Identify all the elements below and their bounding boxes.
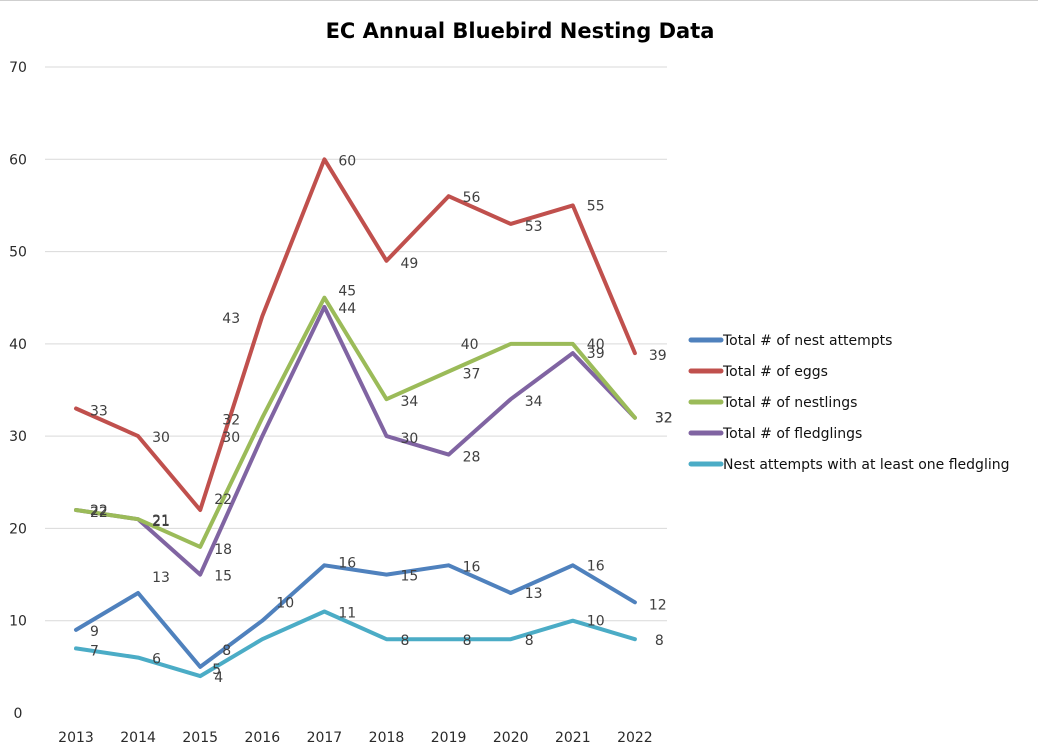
data-label: 4	[214, 670, 223, 686]
data-label: 9	[90, 624, 99, 640]
data-label: 8	[463, 633, 472, 649]
data-label: 39	[649, 348, 667, 364]
data-label: 5	[212, 662, 221, 678]
data-label: 10	[276, 596, 294, 612]
series-lines	[74, 157, 637, 679]
x-tick-label: 2022	[617, 730, 653, 746]
y-axis-ticks: 0 10 20 30 40 50 60 70	[9, 60, 27, 722]
data-label: 16	[463, 559, 481, 575]
x-tick-label: 2019	[431, 730, 467, 746]
data-label: 40	[461, 337, 479, 353]
y-tick-label: 10	[9, 614, 27, 630]
data-label: 43	[222, 311, 240, 327]
y-tick-label: 60	[9, 152, 27, 168]
legend-entry: Nest attempts with at least one fledglin…	[723, 457, 1009, 473]
series-line	[74, 157, 637, 512]
chart-title: EC Annual Bluebird Nesting Data	[326, 19, 715, 43]
x-tick-label: 2015	[182, 730, 218, 746]
data-label: 28	[463, 450, 481, 466]
data-label: 8	[401, 633, 410, 649]
x-tick-label: 2014	[120, 730, 156, 746]
top-border	[0, 0, 1038, 1]
data-label: 49	[401, 256, 419, 272]
data-label: 22	[214, 492, 232, 508]
y-tick-label: 70	[9, 60, 27, 76]
x-axis-ticks: 2013 2014 2015 2016 2017 2018 2019 2020 2021 2022	[58, 730, 653, 746]
series-line	[74, 609, 637, 679]
series-line	[74, 304, 637, 577]
data-label: 34	[401, 394, 419, 410]
data-label: 15	[401, 569, 419, 585]
legend-entry: Total # of nest attempts	[722, 333, 892, 349]
data-label: 7	[90, 643, 99, 659]
data-label: 21	[152, 514, 170, 530]
data-label: 37	[463, 367, 481, 383]
legend: Total # of nest attempts Total # of eggs T…	[688, 333, 1009, 473]
data-label: 18	[214, 542, 232, 558]
data-label: 30	[222, 430, 240, 446]
legend-entry: Total # of nestlings	[722, 395, 857, 411]
data-label: 6	[152, 652, 161, 668]
data-label: 44	[338, 301, 356, 317]
data-label: 16	[587, 558, 605, 574]
data-label: 40	[587, 337, 605, 353]
data-label: 34	[525, 394, 543, 410]
y-tick-label: 40	[9, 337, 27, 353]
data-label: 13	[152, 570, 170, 586]
series-line	[74, 295, 637, 549]
data-label: 32	[655, 411, 673, 427]
data-label: 32	[222, 413, 240, 429]
x-tick-label: 2021	[555, 730, 591, 746]
data-label: 16	[338, 555, 356, 571]
data-label: 56	[463, 190, 481, 206]
data-label: 11	[338, 605, 356, 621]
x-tick-label: 2013	[58, 730, 94, 746]
data-label: 60	[338, 153, 356, 169]
data-label: 10	[587, 614, 605, 630]
x-tick-label: 2020	[493, 730, 529, 746]
data-label: 30	[401, 431, 419, 447]
y-tick-label: 20	[9, 521, 27, 537]
y-tick-label: 30	[9, 429, 27, 445]
y-tick-label: 50	[9, 245, 27, 261]
data-label: 30	[152, 430, 170, 446]
legend-entry: Total # of fledglings	[722, 426, 862, 442]
data-label: 55	[587, 198, 605, 214]
legend-entry: Total # of eggs	[722, 364, 828, 380]
data-label: 8	[655, 633, 664, 649]
series-line	[74, 563, 637, 669]
data-label: 32	[655, 411, 673, 427]
data-label: 22	[90, 503, 108, 519]
data-label: 12	[649, 597, 667, 613]
data-label: 8	[525, 633, 534, 649]
data-label: 8	[222, 643, 231, 659]
data-label: 21	[152, 513, 170, 529]
data-label: 53	[525, 219, 543, 235]
data-label: 13	[525, 586, 543, 602]
y-tick-label: 0	[14, 706, 23, 722]
data-labels: 9 13 5 10 16 15 16 13 16 12 33 30 22 43 60 49 56 53 55 39 22…	[90, 153, 673, 686]
data-label: 33	[90, 403, 108, 419]
data-label: 22	[90, 505, 108, 521]
x-tick-label: 2016	[244, 730, 280, 746]
data-label: 45	[338, 284, 356, 300]
x-tick-label: 2017	[307, 730, 343, 746]
x-tick-label: 2018	[369, 730, 405, 746]
data-label: 39	[587, 346, 605, 362]
data-label: 15	[214, 569, 232, 585]
